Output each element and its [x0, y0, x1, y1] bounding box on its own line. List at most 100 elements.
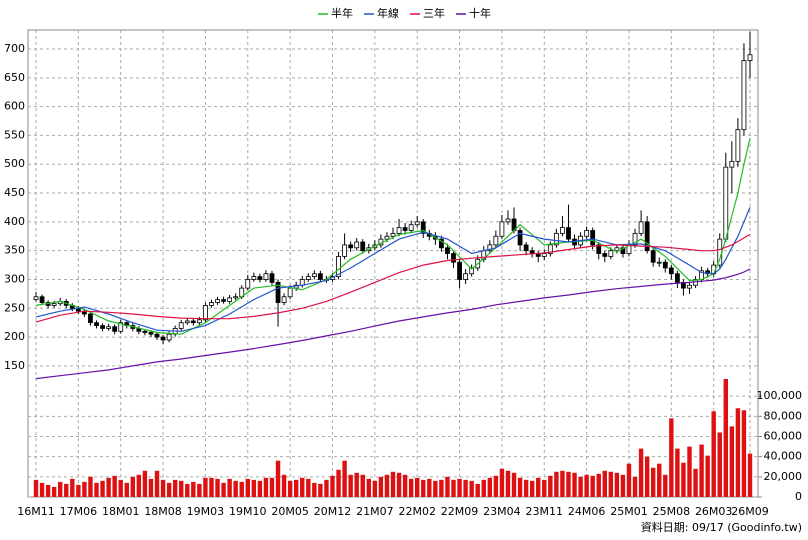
volume-bar [306, 478, 311, 497]
candle-body [638, 221, 644, 234]
volume-bar [638, 448, 644, 497]
ma-line [35, 268, 751, 380]
volume-bar [251, 479, 257, 497]
y-tick-label: 700 [4, 42, 25, 55]
volume-bar [572, 472, 577, 497]
x-tick-label: 19M10 [229, 505, 267, 518]
candle-body [227, 297, 233, 302]
y-tick-label: 250 [4, 301, 25, 314]
volume-bar [711, 411, 716, 497]
candle-body [469, 267, 475, 275]
candle-body [457, 261, 462, 280]
volume-bar [203, 477, 208, 497]
candle-body [311, 273, 317, 277]
y-tick-label: 400 [4, 215, 25, 228]
x-tick-label: 16M11 [17, 505, 55, 518]
volume-bar [717, 432, 722, 497]
candle-body [687, 284, 692, 289]
volume-bar [154, 470, 160, 497]
candle-body [245, 279, 251, 289]
volume-bar [197, 483, 202, 497]
volume-bar [620, 474, 626, 497]
candle-body [342, 244, 347, 257]
candle-body [602, 253, 608, 257]
volume-bar [124, 482, 129, 497]
candle-body [747, 54, 753, 61]
candle-body [493, 235, 499, 246]
x-tick-label: 21M07 [356, 505, 394, 518]
volume-bar [136, 474, 142, 497]
candle-body [656, 261, 662, 264]
candle-body [112, 326, 118, 332]
legend-label: 十年 [469, 6, 491, 20]
volume-bar [729, 426, 735, 497]
volume-bar [560, 470, 565, 497]
volume-bar [681, 462, 686, 497]
volume-bar [566, 471, 571, 497]
volume-bar [58, 481, 63, 497]
volume-bar [493, 475, 499, 497]
volume-bar [451, 479, 456, 497]
candle-body [541, 253, 547, 257]
candle-body [196, 319, 202, 324]
candle-body [487, 244, 493, 252]
candle-body [408, 224, 414, 231]
candle-body [729, 160, 735, 168]
candle-body [287, 287, 293, 298]
x-tick-label: 22M09 [441, 505, 479, 518]
volume-bar [300, 477, 305, 497]
y2-tick-label: 80,000 [764, 409, 803, 422]
candle-body [620, 247, 626, 254]
volume-bar [33, 479, 39, 497]
candle-body [281, 296, 287, 303]
candle-body [209, 302, 214, 306]
volume-bar [499, 468, 505, 497]
volume-bar [245, 478, 250, 497]
x-tick-label: 26M03 [695, 505, 733, 518]
volume-bar [390, 471, 396, 497]
candle-body [94, 322, 99, 326]
candle-body [499, 221, 505, 237]
volume-bar [747, 453, 753, 497]
volume-bar [330, 475, 335, 497]
volume-bar [70, 478, 75, 497]
volume-bar [644, 456, 650, 497]
ma-line [35, 233, 751, 323]
candle-body [517, 230, 523, 246]
y-tick-label: 650 [4, 71, 25, 84]
candle-body [523, 244, 529, 252]
volume-bar [269, 477, 275, 497]
candle-body [336, 256, 341, 277]
footnote: 資料日期: 09/17 (Goodinfo.tw) [641, 520, 802, 534]
candle-body [584, 230, 590, 237]
volume-bar [723, 379, 728, 497]
candle-body [560, 227, 565, 234]
x-tick-label: 17M06 [60, 505, 98, 518]
candle-body [596, 244, 602, 254]
y-tick-label: 150 [4, 359, 25, 372]
volume-bar [354, 472, 359, 497]
volume-bar [590, 475, 595, 497]
volume-bar [378, 476, 384, 497]
candle-body [384, 235, 390, 240]
volume-bar [735, 408, 741, 497]
volume-bar [632, 476, 638, 497]
candle-body [723, 166, 729, 240]
y2-tick-label: 60,000 [764, 429, 803, 442]
volume-bar [675, 448, 680, 497]
candle-body [662, 261, 668, 269]
volume-bar [650, 467, 656, 497]
candle-body [100, 325, 105, 329]
y-tick-label: 350 [4, 244, 25, 257]
volume-bar [100, 480, 105, 497]
candle-body [118, 322, 124, 332]
candle-body [566, 227, 571, 240]
volume-bar [469, 480, 474, 497]
volume-bar [705, 455, 710, 497]
volume-bar [88, 476, 93, 497]
candle-body [529, 250, 535, 254]
volume-bar [669, 418, 674, 497]
ma-line [35, 207, 751, 332]
y2-tick-label: 40,000 [764, 450, 803, 463]
